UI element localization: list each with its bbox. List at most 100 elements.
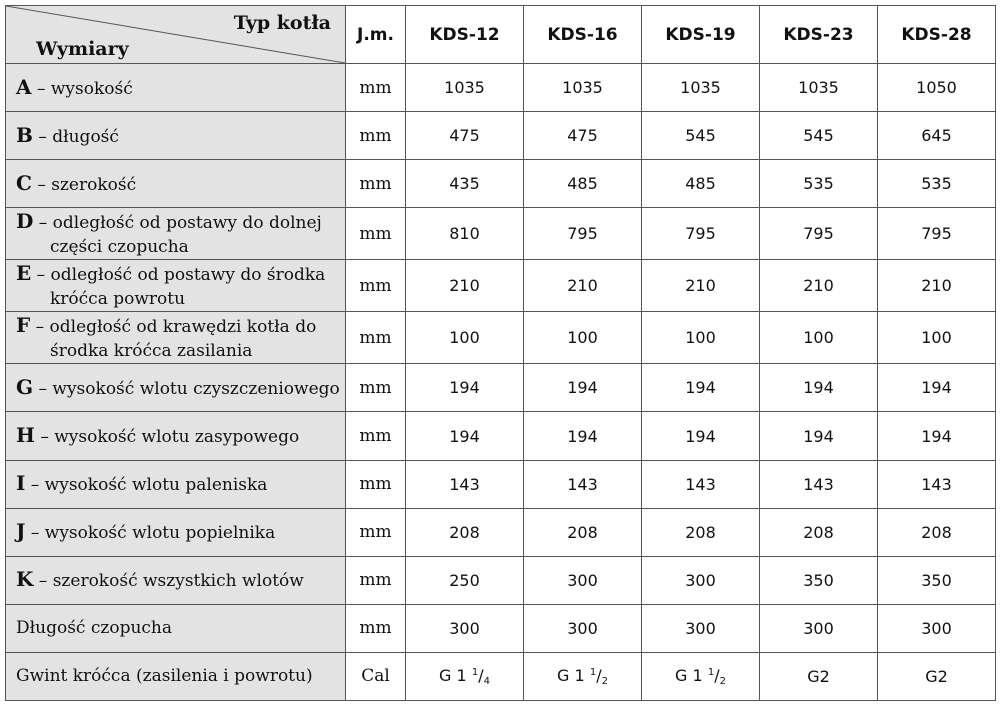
value-cell: 545: [641, 111, 760, 161]
dimension-label-cell: B – długość: [5, 111, 346, 161]
dimension-description-continued: części czopucha: [50, 236, 189, 257]
table-row: I – wysokość wlotu paleniska mm 143 143 143 1…: [5, 459, 996, 509]
value-cell: 300: [523, 555, 642, 605]
value-cell: 194: [523, 363, 642, 413]
value-cell: 143: [641, 459, 760, 509]
value-cell: 1035: [523, 62, 642, 113]
value-cell: 194: [877, 363, 996, 413]
value-cell: 795: [877, 207, 996, 261]
corner-label-dimensions: Wymiary: [36, 38, 129, 60]
value-cell: 645: [877, 111, 996, 161]
table-row: J – wysokość wlotu popielnika mm 208 208 208…: [5, 507, 996, 557]
table-row: K – szerokość wszystkich wlotów mm 250 300 3…: [5, 555, 996, 605]
thread-size-base: G 1: [439, 665, 467, 685]
fraction-numerator: 1: [471, 666, 479, 678]
value-cell: 300: [641, 603, 760, 653]
value-cell: 810: [405, 207, 524, 261]
value-cell: 100: [759, 311, 878, 365]
dimension-label-cell: I – wysokość wlotu paleniska: [5, 459, 346, 509]
value-cell: 1035: [641, 62, 760, 113]
unit-cell: mm: [345, 207, 406, 261]
dimension-description-continued: króćca powrotu: [50, 288, 186, 309]
unit-cell: mm: [345, 363, 406, 413]
dimension-description: – odległość od krawędzi kotła do: [35, 316, 317, 337]
value-cell: 795: [759, 207, 878, 261]
table-row: Długość czopucha mm 300 300 300 300 300: [5, 603, 996, 653]
value-cell: 208: [877, 507, 996, 557]
thread-size-base: G 1: [557, 665, 585, 685]
thread-size-fraction: G 1 1/2: [557, 665, 608, 687]
dimension-label-cell: J – wysokość wlotu popielnika: [5, 507, 346, 557]
dimension-description: – odległość od postawy do środka: [36, 264, 326, 285]
value-cell: 795: [641, 207, 760, 261]
unit-cell: mm: [345, 555, 406, 605]
value-cell: 300: [759, 603, 878, 653]
value-cell: 210: [759, 259, 878, 313]
thread-size: G2: [807, 666, 830, 686]
fraction-denominator: 2: [601, 675, 608, 687]
dimension-letter: F: [16, 312, 31, 337]
table-row: D – odległość od postawy do dolnej części…: [5, 207, 996, 261]
value-cell: 143: [759, 459, 878, 509]
value-cell: 194: [405, 363, 524, 413]
dimension-label-cell: E – odległość od postawy do środka króćca…: [5, 259, 346, 313]
dimension-label-cell: F – odległość od krawędzi kotła do środka…: [5, 311, 346, 365]
thread-size-fraction: G 1 1/2: [675, 665, 726, 687]
dimension-letter: A: [16, 74, 32, 99]
dimension-description: – wysokość wlotu paleniska: [30, 475, 268, 496]
table-row: G – wysokość wlotu czyszczeniowego mm 194 1…: [5, 363, 996, 413]
value-cell: 475: [523, 111, 642, 161]
dimension-label-cell: D – odległość od postawy do dolnej części…: [5, 207, 346, 261]
value-cell: 100: [641, 311, 760, 365]
value-cell: 194: [641, 363, 760, 413]
unit-cell: mm: [345, 159, 406, 209]
value-cell: 475: [405, 111, 524, 161]
dimension-label-cell: H – wysokość wlotu zasypowego: [5, 411, 346, 461]
value-cell: 194: [641, 411, 760, 461]
value-cell: 1050: [877, 62, 996, 113]
dimension-letter: D: [16, 208, 34, 233]
unit-column-header: J.m.: [345, 5, 406, 64]
value-cell: 100: [523, 311, 642, 365]
model-header-kds-23: KDS-23: [759, 5, 878, 64]
dimension-description: – wysokość wlotu popielnika: [30, 523, 276, 544]
table-row-thread: Gwint króćca (zasilenia i powrotu) Cal G 1…: [5, 651, 996, 702]
dimension-description-continued: środka króćca zasilania: [50, 340, 253, 361]
thread-value-cell: G 1 1/4: [405, 651, 524, 702]
dimension-label-cell: A – wysokość: [5, 62, 346, 113]
value-cell: 194: [877, 411, 996, 461]
dimension-description: – wysokość: [36, 78, 133, 99]
value-cell: 350: [759, 555, 878, 605]
fraction-numerator: 1: [589, 666, 597, 678]
value-cell: 194: [759, 411, 878, 461]
value-cell: 143: [405, 459, 524, 509]
value-cell: 194: [405, 411, 524, 461]
value-cell: 208: [641, 507, 760, 557]
value-cell: 535: [759, 159, 878, 209]
table-row: B – długość mm 475 475 545 545 645: [5, 111, 996, 161]
dimension-description: – odległość od postawy do dolnej: [38, 212, 322, 233]
dimension-letter: B: [16, 122, 33, 147]
dimension-description: – wysokość wlotu zasypowego: [40, 427, 300, 448]
model-header-kds-12: KDS-12: [405, 5, 524, 64]
value-cell: 300: [641, 555, 760, 605]
dimension-description: – wysokość wlotu czyszczeniowego: [38, 378, 340, 399]
dimension-label-cell: Długość czopucha: [5, 603, 346, 653]
dimension-label-cell: G – wysokość wlotu czyszczeniowego: [5, 363, 346, 413]
value-cell: 210: [877, 259, 996, 313]
value-cell: 1035: [759, 62, 878, 113]
value-cell: 795: [523, 207, 642, 261]
unit-cell: mm: [345, 111, 406, 161]
value-cell: 210: [523, 259, 642, 313]
thread-size-fraction: G 1 1/4: [439, 665, 490, 687]
thread-value-cell: G2: [877, 651, 996, 702]
fraction-denominator: 2: [719, 675, 726, 687]
dimension-label-cell: K – szerokość wszystkich wlotów: [5, 555, 346, 605]
table-row: A – wysokość mm 1035 1035 1035 1035 1050: [5, 62, 996, 113]
value-cell: 100: [405, 311, 524, 365]
table-row: H – wysokość wlotu zasypowego mm 194 194 194…: [5, 411, 996, 461]
model-header-kds-19: KDS-19: [641, 5, 760, 64]
value-cell: 100: [877, 311, 996, 365]
table-row: C – szerokość mm 435 485 485 535 535: [5, 159, 996, 209]
dimension-description: – szerokość wszystkich wlotów: [38, 571, 304, 592]
